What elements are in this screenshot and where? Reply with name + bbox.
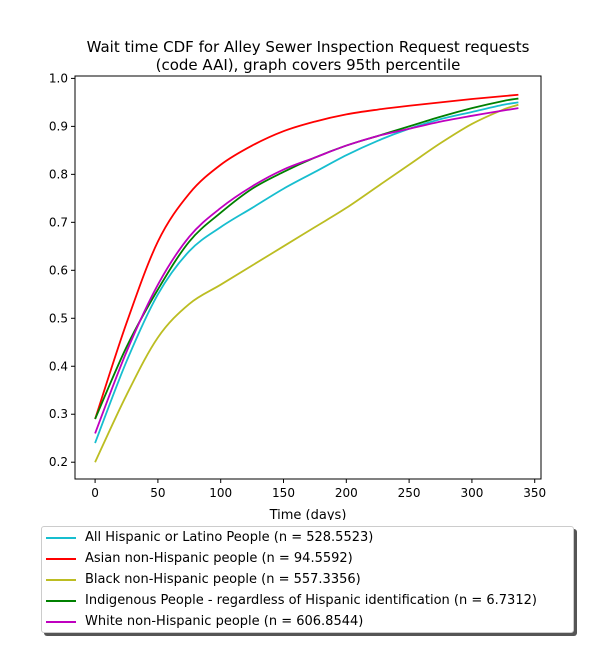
legend-swatch [46, 620, 76, 623]
legend-label: Indigenous People - regardless of Hispan… [85, 593, 537, 608]
legend-swatch [46, 557, 76, 560]
y-tick-label: 0.6 [49, 263, 68, 277]
legend: All Hispanic or Latino People (n = 528.5… [41, 526, 574, 633]
x-tick-label: 250 [398, 486, 421, 500]
y-tick-label: 0.7 [49, 215, 68, 229]
cdf-chart: Wait time CDF for Alley Sewer Inspection… [49, 38, 546, 520]
series-line-3 [94, 97, 519, 420]
legend-item: Black non-Hispanic people (n = 557.3356) [46, 569, 361, 590]
legend-item: Indigenous People - regardless of Hispan… [46, 590, 537, 611]
y-tick-label: 0.2 [49, 455, 68, 469]
legend-label: White non-Hispanic people (n = 606.8544) [85, 614, 364, 629]
legend-label: Black non-Hispanic people (n = 557.3356) [85, 572, 361, 587]
series-line-0 [94, 101, 519, 444]
chart-title-line2: (code AAI), graph covers 95th percentile [156, 56, 461, 74]
legend-label: All Hispanic or Latino People (n = 528.5… [85, 530, 374, 545]
series-line-4 [94, 107, 519, 434]
legend-swatch [46, 536, 76, 539]
x-tick-label: 0 [91, 486, 99, 500]
legend-swatch [46, 599, 76, 602]
series-line-1 [94, 93, 519, 420]
legend-label: Asian non-Hispanic people (n = 94.5592) [85, 551, 353, 566]
legend-swatch [46, 578, 76, 581]
x-tick-label: 50 [150, 486, 165, 500]
x-tick-label: 200 [335, 486, 358, 500]
series-layer [94, 93, 519, 463]
y-tick-label: 0.8 [49, 167, 68, 181]
legend-item: Asian non-Hispanic people (n = 94.5592) [46, 548, 353, 569]
x-tick-label: 300 [460, 486, 483, 500]
y-tick-label: 0.5 [49, 311, 68, 325]
y-tick-label: 0.4 [49, 359, 68, 373]
y-tick-label: 0.3 [49, 407, 68, 421]
x-tick-label: 150 [272, 486, 295, 500]
y-tick-label: 0.9 [49, 119, 68, 133]
x-axis-ticks: 0 50 100 150 200 250 300 350 [91, 479, 546, 500]
series-line-2 [94, 103, 519, 463]
legend-item: All Hispanic or Latino People (n = 528.5… [46, 527, 373, 548]
y-axis-ticks: 0.2 0.3 0.4 0.5 0.6 0.7 0.8 0.9 1.0 [49, 71, 75, 469]
legend-item: White non-Hispanic people (n = 606.8544) [46, 611, 363, 632]
x-tick-label: 350 [523, 486, 546, 500]
plot-frame [74, 75, 542, 480]
x-tick-label: 100 [209, 486, 232, 500]
y-tick-label: 1.0 [49, 71, 68, 85]
chart-title-line1: Wait time CDF for Alley Sewer Inspection… [87, 38, 530, 56]
x-axis-label: Time (days) [269, 508, 347, 520]
